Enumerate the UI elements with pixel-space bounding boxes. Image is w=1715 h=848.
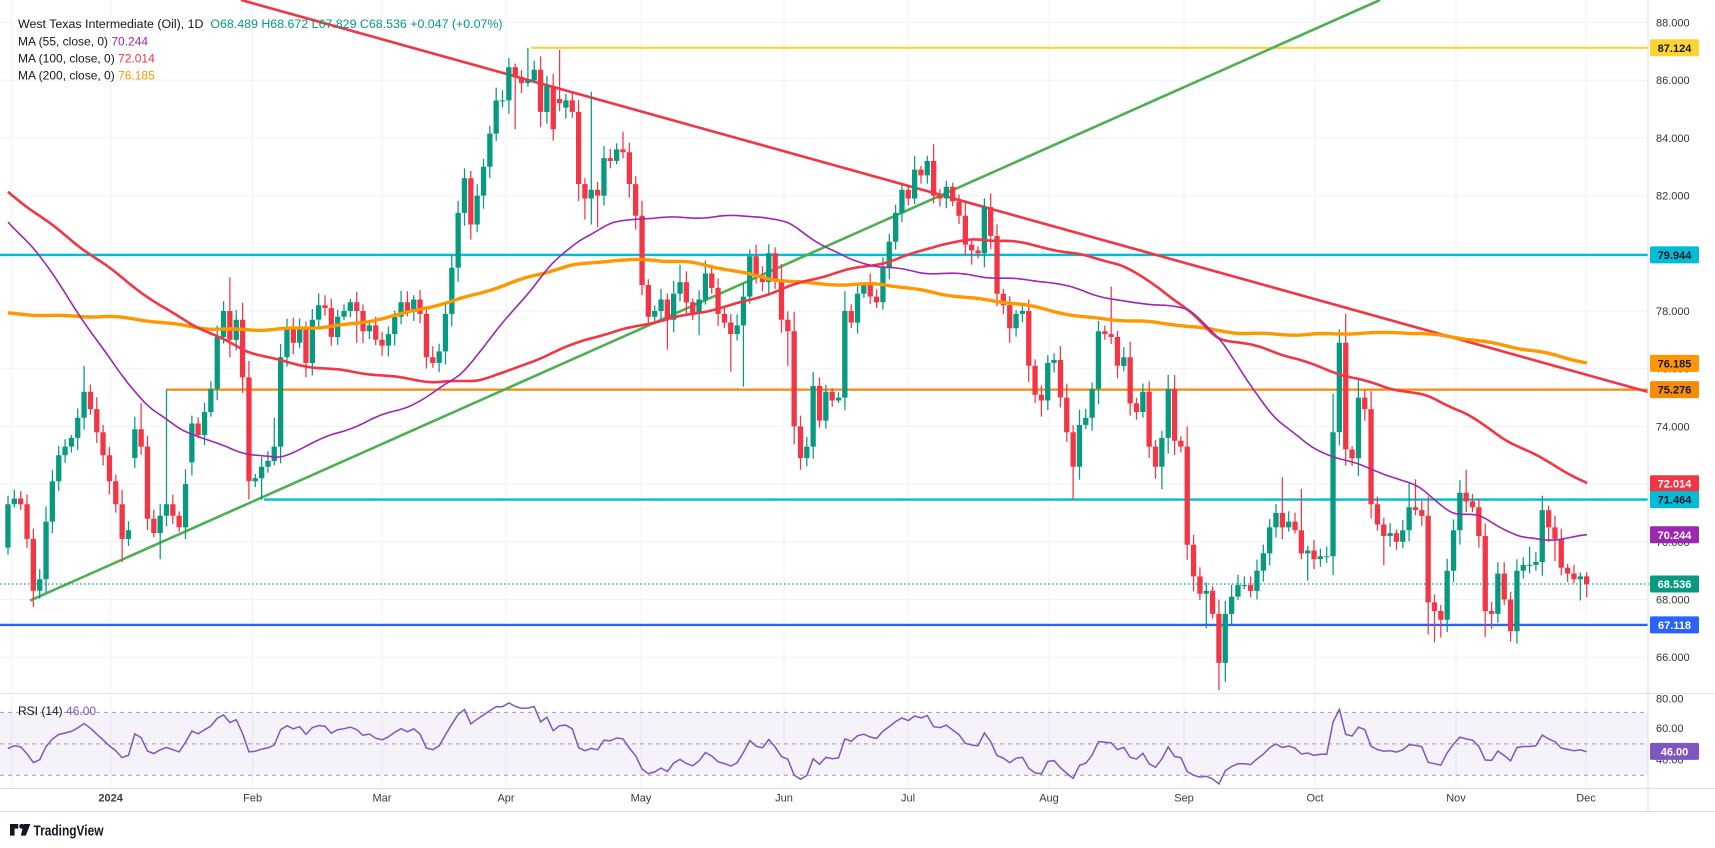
svg-text:Aug: Aug <box>1039 793 1059 805</box>
svg-text:88.000: 88.000 <box>1656 18 1690 30</box>
svg-text:60.00: 60.00 <box>1656 723 1684 735</box>
svg-text:76.185: 76.185 <box>1658 358 1692 370</box>
svg-text:82.000: 82.000 <box>1656 191 1690 203</box>
svg-text:Nov: Nov <box>1446 793 1466 805</box>
svg-text:MA (200, close, 0) 76.185: MA (200, close, 0) 76.185 <box>18 69 155 83</box>
svg-text:MA (55, close, 0) 70.244: MA (55, close, 0) 70.244 <box>18 35 148 49</box>
svg-text:66.000: 66.000 <box>1656 652 1690 664</box>
svg-text:MA (100, close, 0) 72.014: MA (100, close, 0) 72.014 <box>18 52 155 66</box>
svg-text:46.00: 46.00 <box>1661 746 1689 758</box>
svg-text:Feb: Feb <box>243 793 262 805</box>
svg-text:78.000: 78.000 <box>1656 306 1690 318</box>
svg-text:Mar: Mar <box>373 793 392 805</box>
svg-text:Dec: Dec <box>1576 793 1596 805</box>
svg-text:67.118: 67.118 <box>1658 620 1691 632</box>
svg-text:79.944: 79.944 <box>1658 250 1693 262</box>
svg-text:74.000: 74.000 <box>1656 421 1690 433</box>
svg-text:71.464: 71.464 <box>1658 495 1693 507</box>
svg-text:87.124: 87.124 <box>1658 43 1693 55</box>
svg-text:West Texas Intermediate (Oil),: West Texas Intermediate (Oil), 1D O68.48… <box>18 17 503 31</box>
svg-text:68.000: 68.000 <box>1656 595 1690 607</box>
svg-text:75.276: 75.276 <box>1658 385 1692 397</box>
svg-text:Oct: Oct <box>1306 793 1323 805</box>
svg-text:68.536: 68.536 <box>1658 579 1692 591</box>
svg-text:86.000: 86.000 <box>1656 75 1690 87</box>
svg-text:Apr: Apr <box>497 793 514 805</box>
svg-text:2024: 2024 <box>98 793 123 805</box>
svg-text:Jun: Jun <box>775 793 793 805</box>
svg-text:TradingView: TradingView <box>34 824 105 840</box>
svg-text:72.014: 72.014 <box>1658 479 1693 491</box>
svg-text:80.00: 80.00 <box>1656 694 1684 706</box>
svg-text:May: May <box>631 793 652 805</box>
svg-text:Jul: Jul <box>901 793 915 805</box>
svg-text:RSI (14) 46.00: RSI (14) 46.00 <box>18 704 96 718</box>
svg-text:70.244: 70.244 <box>1658 530 1693 542</box>
svg-text:84.000: 84.000 <box>1656 133 1690 145</box>
svg-text:Sep: Sep <box>1174 793 1194 805</box>
